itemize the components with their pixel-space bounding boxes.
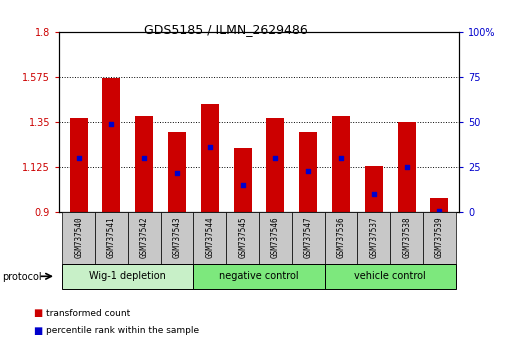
Bar [62,212,95,264]
Point [74,155,83,161]
Text: Wig-1 depletion: Wig-1 depletion [89,272,166,281]
Text: GSM737538: GSM737538 [402,217,411,258]
Bar [430,198,448,212]
Bar [365,166,383,212]
Point [271,155,280,161]
Bar [266,118,285,212]
Text: ■: ■ [33,308,43,318]
Bar [201,104,219,212]
Bar [128,212,161,264]
Bar [358,212,390,264]
Bar [325,264,456,289]
Bar [193,264,325,289]
Point [206,144,214,150]
Point [107,121,115,127]
Point [370,192,378,197]
Bar [226,212,259,264]
Text: ■: ■ [33,326,43,336]
Bar [292,212,325,264]
Bar [398,122,416,212]
Bar [325,212,358,264]
Text: GSM737546: GSM737546 [271,217,280,258]
Point [140,155,148,161]
Text: GSM737536: GSM737536 [337,217,346,258]
Point [173,170,181,176]
Text: GSM737543: GSM737543 [172,217,182,258]
Text: GSM737541: GSM737541 [107,217,116,258]
Point [403,164,411,170]
Bar [332,116,350,212]
Point [337,155,345,161]
Bar [193,212,226,264]
Point [436,208,444,213]
Text: GSM737537: GSM737537 [369,217,379,258]
Bar [168,132,186,212]
Text: negative control: negative control [219,272,299,281]
Bar [259,212,292,264]
Bar [423,212,456,264]
Bar [135,116,153,212]
Bar [95,212,128,264]
Text: GDS5185 / ILMN_2629486: GDS5185 / ILMN_2629486 [144,23,308,36]
Bar [299,132,317,212]
Text: GSM737540: GSM737540 [74,217,83,258]
Bar [62,264,193,289]
Text: GSM737547: GSM737547 [304,217,313,258]
Text: protocol: protocol [3,272,42,282]
Bar [103,78,121,212]
Text: transformed count: transformed count [46,309,130,318]
Bar [233,148,252,212]
Text: GSM737545: GSM737545 [238,217,247,258]
Text: GSM737542: GSM737542 [140,217,149,258]
Point [239,183,247,188]
Bar [70,118,88,212]
Point [304,168,312,174]
Text: vehicle control: vehicle control [354,272,426,281]
Text: GSM737539: GSM737539 [435,217,444,258]
Bar [390,212,423,264]
Text: percentile rank within the sample: percentile rank within the sample [46,326,199,336]
Text: GSM737544: GSM737544 [205,217,214,258]
Bar [161,212,193,264]
